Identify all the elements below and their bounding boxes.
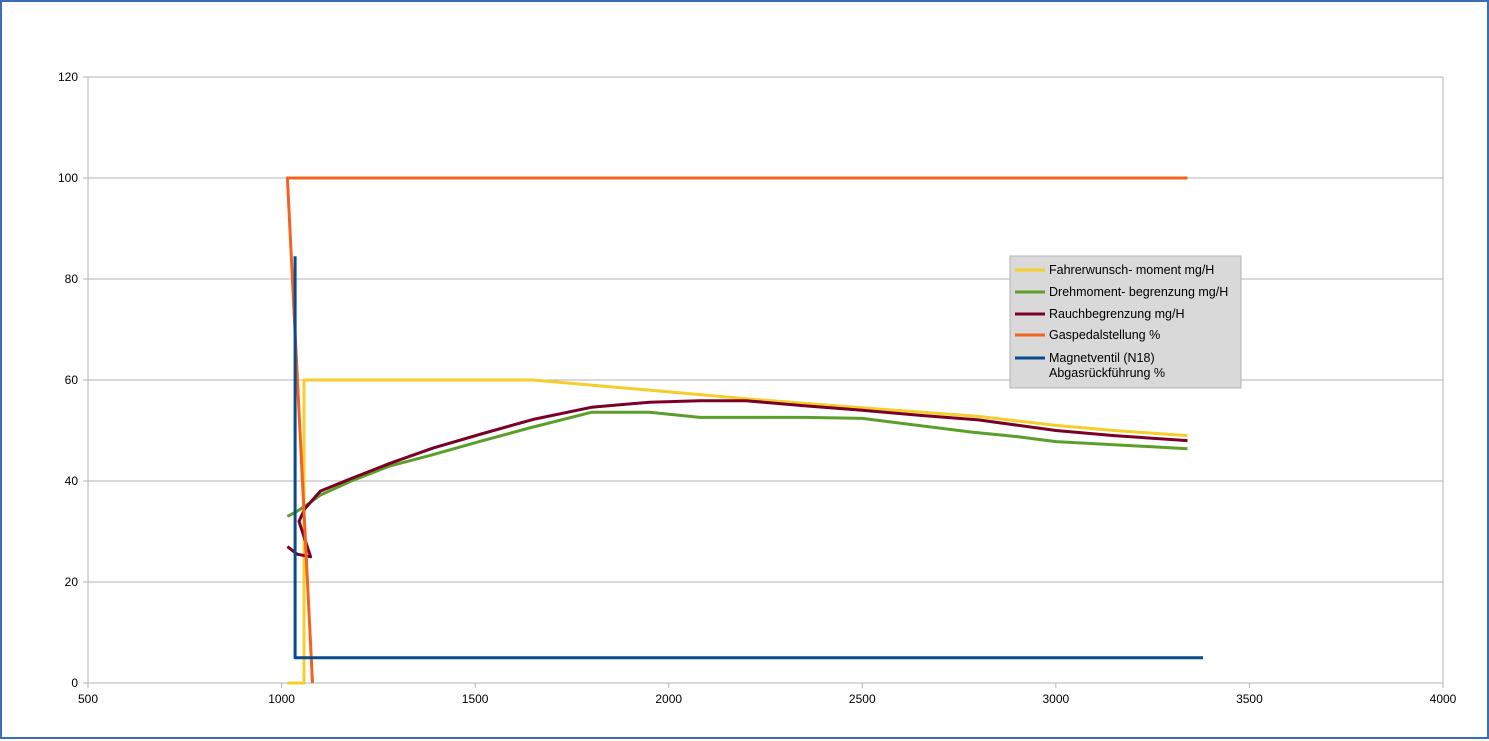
y-tick-label: 20: [65, 575, 79, 589]
series-line-3: [286, 399, 1188, 559]
x-tick-label: 500: [78, 692, 98, 706]
x-tick-label: 1500: [462, 692, 489, 706]
y-tick-label: 80: [65, 272, 79, 286]
legend: Fahrerwunsch- moment mg/H Drehmoment- beg…: [1009, 255, 1242, 389]
series-line-2: [286, 410, 1188, 518]
series-line-1: [287, 378, 1188, 685]
series-line-5: [293, 256, 1203, 660]
y-tick-label: 40: [65, 474, 79, 488]
legend-label-5-line2: Abgasrückführung %: [1049, 366, 1165, 380]
y-tick-label: 100: [58, 171, 78, 185]
axes: 0 20 40 60 80 100 120 500 1000 1500 2000 2500 3000 35…: [58, 70, 1457, 706]
x-tick-label: 2500: [849, 692, 876, 706]
x-tick-label: 4000: [1430, 692, 1457, 706]
series-lines: [285, 176, 1203, 685]
legend-label-5: Magnetventil (N18): [1049, 351, 1155, 365]
x-tick-label: 3000: [1043, 692, 1070, 706]
legend-label-2: Drehmoment- begrenzung mg/H: [1049, 285, 1228, 299]
y-tick-label: 0: [71, 676, 78, 690]
x-tick-label: 1000: [268, 692, 295, 706]
legend-label-1: Fahrerwunsch- moment mg/H: [1049, 263, 1214, 277]
x-tick-label: 2000: [655, 692, 682, 706]
series-line-4: [285, 176, 1188, 684]
legend-label-4: Gaspedalstellung %: [1049, 328, 1160, 342]
x-tick-label: 3500: [1236, 692, 1263, 706]
legend-label-3: Rauchbegrenzung mg/H: [1049, 307, 1185, 321]
legend-box: [1009, 255, 1242, 389]
y-tick-label: 120: [58, 70, 78, 84]
y-tick-label: 60: [65, 373, 79, 387]
